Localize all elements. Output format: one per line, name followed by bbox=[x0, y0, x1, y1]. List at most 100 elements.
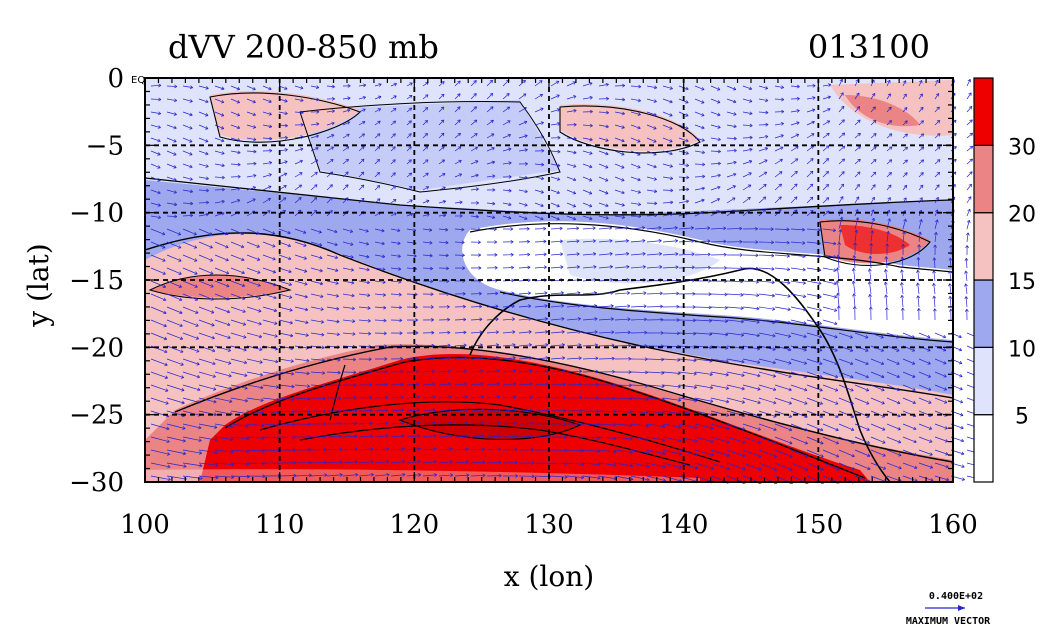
wind-vector-head bbox=[424, 119, 428, 124]
wind-vector-head bbox=[261, 436, 265, 441]
wind-vector bbox=[182, 332, 199, 340]
wind-vector-head bbox=[272, 244, 276, 248]
wind-vector-head bbox=[304, 294, 308, 299]
wind-vector bbox=[854, 146, 861, 152]
wind-vector bbox=[678, 253, 695, 256]
wind-vector bbox=[758, 209, 766, 217]
wind-vector bbox=[230, 410, 249, 415]
wind-vector-head bbox=[482, 460, 486, 465]
wind-vector-head bbox=[442, 199, 446, 204]
wind-vector-head bbox=[605, 151, 609, 156]
wind-vector-head bbox=[802, 254, 806, 259]
wind-vector-head bbox=[354, 408, 357, 413]
wind-vector-head bbox=[284, 86, 288, 90]
wind-vector-head bbox=[826, 210, 830, 214]
wind-vector bbox=[710, 332, 728, 336]
wind-vector bbox=[518, 107, 527, 113]
wind-vector bbox=[342, 109, 351, 113]
wind-vector bbox=[790, 332, 807, 338]
wind-vector bbox=[502, 93, 510, 100]
wind-vector-head bbox=[514, 447, 518, 452]
wind-vector bbox=[550, 462, 568, 465]
wind-vector-head bbox=[440, 119, 445, 124]
wind-vector-head bbox=[943, 361, 947, 365]
wind-vector bbox=[678, 200, 689, 204]
wind-vector-head bbox=[273, 308, 277, 313]
wind-vector bbox=[822, 293, 837, 298]
wind-vector bbox=[486, 161, 495, 165]
wind-vector-head bbox=[588, 203, 593, 208]
wind-vector-head bbox=[198, 451, 203, 455]
wind-vector bbox=[278, 319, 293, 324]
wind-vector-head bbox=[475, 187, 479, 192]
wind-vector-head bbox=[323, 447, 327, 452]
wind-vector bbox=[390, 228, 401, 232]
wind-vector-head bbox=[508, 147, 512, 152]
wind-vector-head bbox=[352, 319, 356, 323]
wind-vector-head bbox=[252, 125, 257, 129]
wind-vector-head bbox=[865, 388, 870, 392]
wind-vector-head bbox=[338, 396, 342, 400]
wind-vector-head bbox=[780, 122, 784, 126]
wind-vector-head bbox=[887, 197, 891, 201]
wind-vector-head bbox=[757, 400, 761, 405]
wind-vector-head bbox=[872, 119, 877, 124]
wind-vector-head bbox=[871, 217, 876, 222]
wind-vector-head bbox=[226, 309, 230, 314]
wind-vector-head bbox=[733, 136, 737, 141]
vector-key-value: 0.400E+02 bbox=[929, 591, 983, 602]
wind-vector bbox=[470, 174, 479, 178]
wind-vector bbox=[406, 396, 420, 399]
wind-vector-head bbox=[686, 187, 690, 192]
wind-vector-head bbox=[291, 371, 295, 376]
wind-vector bbox=[630, 384, 649, 387]
wind-vector bbox=[886, 384, 900, 391]
wind-vector-head bbox=[691, 252, 695, 257]
wind-vector-head bbox=[868, 306, 873, 310]
wind-vector-head bbox=[841, 158, 846, 162]
wind-vector bbox=[454, 319, 466, 321]
wind-vector bbox=[646, 436, 666, 441]
wind-vector bbox=[822, 267, 837, 271]
wind-vector bbox=[262, 124, 272, 128]
wind-vector bbox=[774, 241, 790, 244]
wind-vector-head bbox=[211, 335, 215, 340]
wind-vector-head bbox=[352, 357, 356, 362]
wind-vector bbox=[838, 79, 843, 87]
wind-vector bbox=[934, 209, 938, 217]
wind-vector-head bbox=[626, 291, 630, 295]
wind-vector bbox=[854, 92, 860, 100]
wind-vector bbox=[150, 98, 162, 100]
wind-vector-head bbox=[425, 172, 429, 177]
wind-vector-head bbox=[868, 294, 872, 298]
wind-vector bbox=[646, 240, 662, 243]
wind-vector-head bbox=[835, 440, 839, 445]
wind-vector bbox=[918, 219, 922, 230]
wind-vector-head bbox=[694, 465, 698, 470]
wind-vector-head bbox=[867, 268, 872, 272]
wind-vector-head bbox=[851, 268, 856, 272]
wind-vector-head bbox=[361, 146, 365, 150]
wind-vector-head bbox=[392, 159, 396, 163]
wind-vector bbox=[150, 358, 168, 366]
wind-vector-head bbox=[221, 138, 225, 143]
wind-vector bbox=[598, 253, 613, 256]
wind-vector bbox=[342, 332, 356, 335]
wind-vector-head bbox=[742, 440, 746, 444]
wind-vector-head bbox=[610, 317, 614, 321]
wind-vector bbox=[630, 111, 641, 116]
wind-vector-head bbox=[320, 320, 324, 324]
wind-vector bbox=[438, 119, 445, 126]
wind-vector bbox=[678, 332, 696, 335]
wind-vector-head bbox=[709, 359, 713, 363]
wind-vector bbox=[934, 146, 941, 152]
wind-vector bbox=[198, 267, 214, 275]
wind-vector-head bbox=[770, 227, 774, 231]
wind-vector-head bbox=[739, 226, 743, 231]
wind-vector bbox=[726, 436, 746, 444]
wind-vector bbox=[662, 124, 673, 130]
wind-vector-head bbox=[944, 426, 948, 430]
wind-vector bbox=[918, 80, 923, 87]
wind-vector-head bbox=[942, 334, 946, 339]
wind-vector-head bbox=[573, 122, 577, 127]
